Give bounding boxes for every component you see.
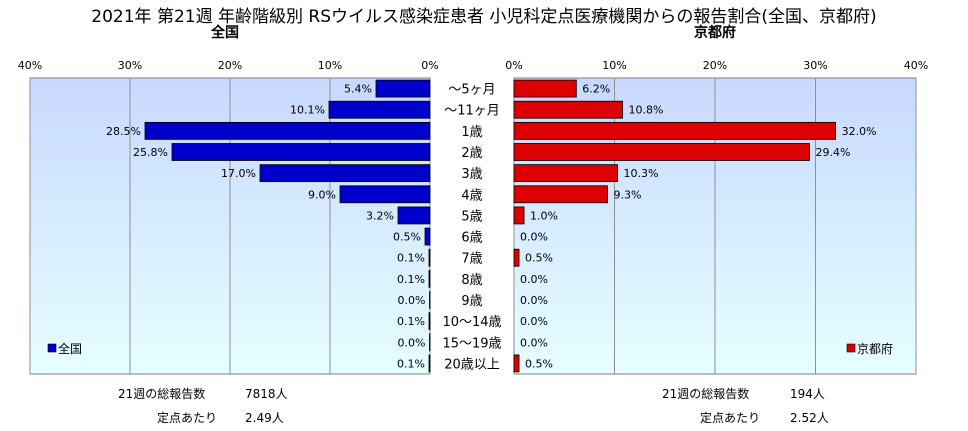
national-week-total-label: 21週の総報告数: [118, 387, 206, 401]
age-category-label: 5歳: [461, 209, 482, 224]
national-data-label: 10.1%: [290, 104, 325, 117]
national-bar: [429, 333, 431, 352]
age-category-label: 10～14歳: [442, 315, 501, 330]
national-data-label: 28.5%: [106, 125, 141, 138]
national-data-label: 0.1%: [397, 273, 425, 286]
kyoto-data-label: 0.0%: [520, 336, 548, 349]
national-bar: [428, 312, 431, 331]
kyoto-data-label: 0.5%: [525, 357, 553, 370]
kyoto-bar: [513, 248, 520, 267]
age-category-label: ～5ヶ月: [448, 83, 495, 98]
age-category-label: 4歳: [461, 188, 482, 203]
national-bar: [429, 291, 431, 309]
kyoto-tick-label: 40%: [904, 59, 928, 72]
national-data-label: 0.1%: [397, 357, 425, 370]
kyoto-legend-label: 京都府: [857, 341, 893, 356]
national-bar: [424, 227, 431, 246]
kyoto-per-sentinel-label: 定点あたり: [700, 411, 761, 425]
national-tick-label: 30%: [118, 59, 142, 72]
national-tick-label: 10%: [318, 59, 342, 72]
kyoto-data-label: 6.2%: [582, 83, 610, 96]
national-tick-label: 0%: [421, 59, 438, 72]
kyoto-data-label: 0.0%: [520, 231, 548, 244]
kyoto-bar: [513, 185, 608, 204]
national-per-sentinel-value: 2.49人: [245, 411, 284, 425]
age-category-label: 15～19歳: [442, 336, 501, 351]
kyoto-data-label: 9.3%: [613, 188, 641, 201]
national-legend-swatch: [47, 343, 57, 353]
national-data-label: 9.0%: [308, 188, 336, 201]
national-bar: [397, 206, 431, 225]
national-tick-label: 40%: [18, 59, 42, 72]
kyoto-bar: [513, 143, 810, 161]
kyoto-tick-label: 0%: [505, 59, 522, 72]
national-tick-label: 20%: [218, 59, 242, 72]
national-data-label: 3.2%: [366, 209, 394, 222]
kyoto-panel-title: 京都府: [694, 25, 736, 41]
national-bar: [375, 79, 431, 98]
national-bar: [259, 164, 431, 183]
kyoto-legend-swatch: [846, 343, 856, 353]
national-data-label: 0.5%: [393, 231, 421, 244]
kyoto-bar: [513, 354, 520, 373]
kyoto-bar: [513, 100, 623, 119]
national-bar: [428, 269, 431, 288]
national-bar: [171, 143, 431, 161]
kyoto-data-label: 10.3%: [624, 167, 659, 180]
kyoto-tick-label: 10%: [602, 59, 626, 72]
national-data-label: 17.0%: [221, 167, 256, 180]
age-category-label: 6歳: [461, 231, 482, 246]
kyoto-tick-label: 30%: [803, 59, 827, 72]
kyoto-bar: [513, 206, 525, 225]
kyoto-bar: [513, 164, 618, 183]
age-category-label: 1歳: [461, 125, 482, 140]
kyoto-data-label: 0.0%: [520, 294, 548, 307]
kyoto-data-label: 32.0%: [842, 125, 877, 138]
chart-title: 2021年 第21週 年齢階級別 RSウイルス感染症患者 小児科定点医療機関から…: [91, 7, 877, 27]
age-category-label: 3歳: [461, 167, 482, 182]
kyoto-bar: [513, 121, 837, 140]
age-category-label: 8歳: [461, 273, 482, 288]
kyoto-data-label: 1.0%: [530, 209, 558, 222]
national-panel-title: 全国: [211, 25, 239, 41]
national-data-label: 0.1%: [397, 315, 425, 328]
national-data-label: 0.0%: [398, 294, 426, 307]
national-bar: [339, 185, 431, 204]
kyoto-data-label: 0.0%: [520, 273, 548, 286]
kyoto-tick-label: 20%: [703, 59, 727, 72]
kyoto-data-label: 10.8%: [629, 104, 664, 117]
age-category-label: 2歳: [461, 146, 482, 161]
national-data-label: 0.0%: [398, 336, 426, 349]
kyoto-data-label: 0.0%: [520, 315, 548, 328]
age-category-label: ～11ヶ月: [444, 104, 500, 119]
national-bar: [428, 248, 431, 267]
kyoto-data-label: 0.5%: [525, 252, 553, 265]
national-bar: [328, 100, 431, 119]
national-bar: [428, 354, 431, 373]
kyoto-data-label: 29.4%: [815, 146, 850, 159]
national-per-sentinel-label: 定点あたり: [157, 411, 218, 425]
age-category-label: 20歳以上: [444, 357, 500, 372]
kyoto-week-total-value: 194人: [790, 387, 825, 401]
kyoto-week-total-label: 21週の総報告数: [662, 387, 750, 401]
national-legend-label: 全国: [58, 341, 82, 356]
kyoto-bar: [513, 79, 577, 98]
kyoto-per-sentinel-value: 2.52人: [790, 411, 829, 425]
age-category-label: 9歳: [461, 294, 482, 309]
national-bar: [144, 121, 431, 140]
national-week-total-value: 7818人: [245, 387, 288, 401]
national-data-label: 25.8%: [133, 146, 168, 159]
national-data-label: 5.4%: [344, 83, 372, 96]
age-category-label: 7歳: [461, 252, 482, 267]
national-data-label: 0.1%: [397, 252, 425, 265]
